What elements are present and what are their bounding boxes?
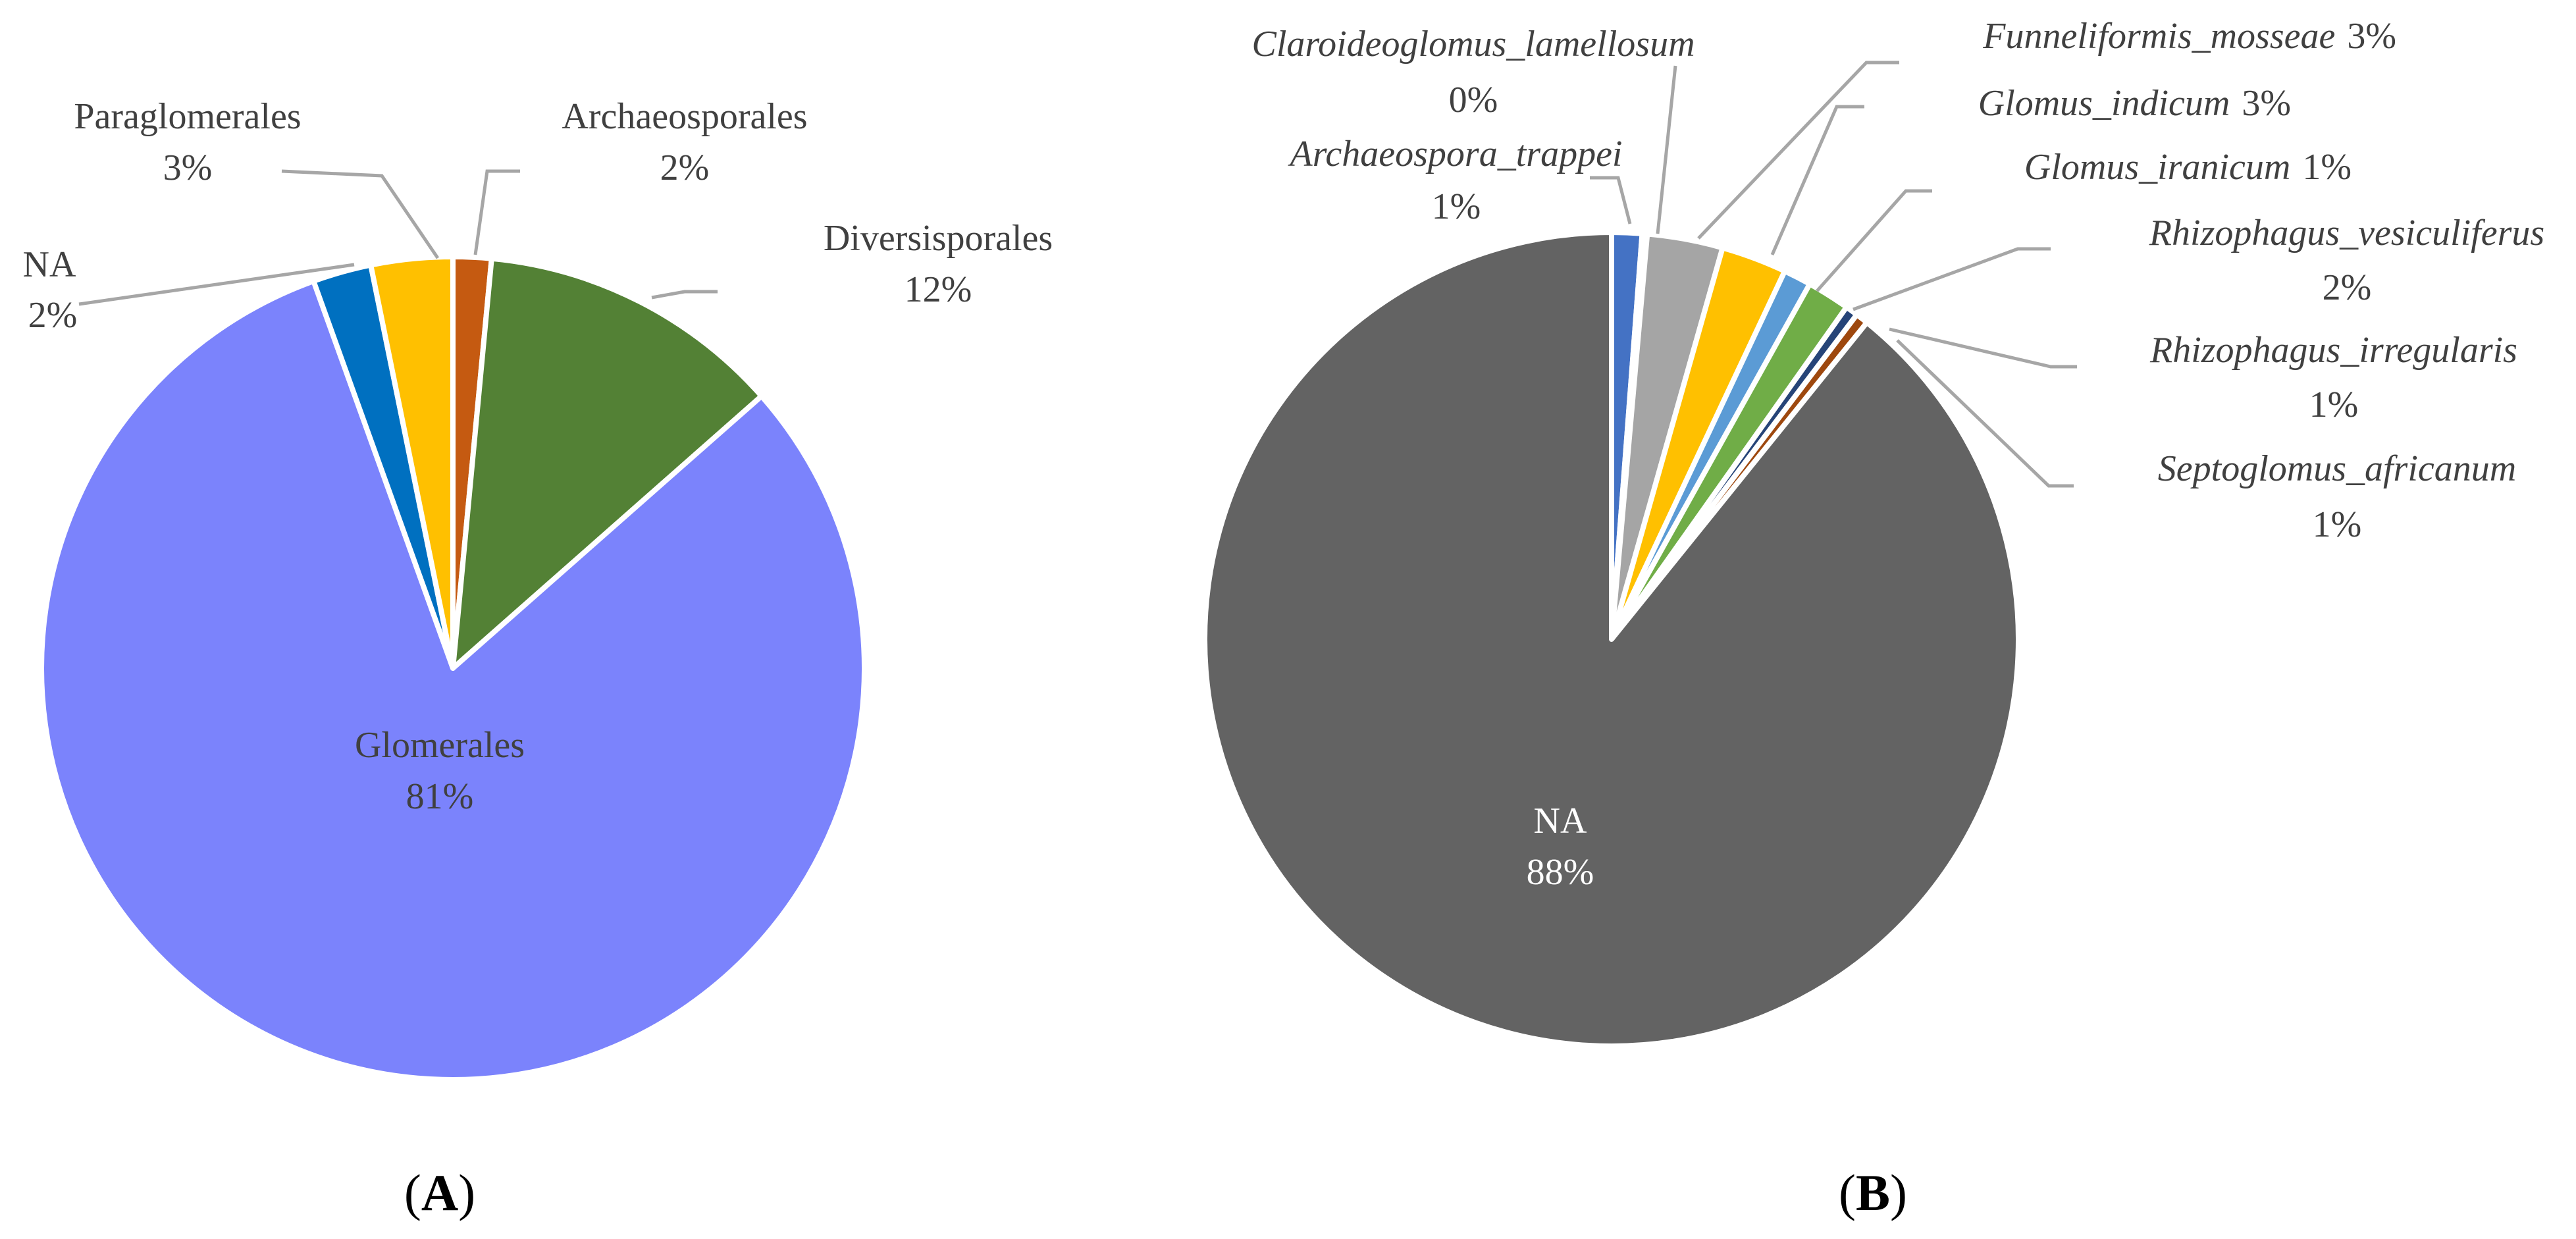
label-b-claroideoglomus-lamellosum-value: 0%	[1449, 80, 1498, 120]
pie-b-slice-na	[1201, 230, 2021, 1049]
label-a-glomerales-value: 81%	[406, 776, 474, 817]
leader-line-b-glomus-iranicum	[1816, 189, 1932, 292]
label-a-glomerales-name: Glomerales	[355, 725, 525, 766]
label-b-archaeospora-trappei-value: 1%	[1432, 186, 1481, 227]
label-b-glomus-iranicum-value: 1%	[2302, 147, 2352, 188]
leader-line-b-rhizophagus-vesiculiferus	[1853, 247, 2051, 311]
label-b-rhizophagus-irregularis-value: 1%	[2309, 384, 2359, 425]
panel-label-a: (A)	[404, 1164, 475, 1221]
pie-chart-b: Claroideoglomus_lamellosum 0% Archaeospo…	[1201, 16, 2544, 1221]
pie-a-slice-paraglomerales	[368, 254, 456, 671]
label-b-glomus-iranicum: Glomus_iranicum 1%	[2024, 147, 2352, 188]
leader-line-b-archaeospora-trappei	[1590, 176, 1632, 224]
pie-a-slice-glomerales	[39, 278, 867, 1082]
label-b-rhizophagus-vesiculiferus-name: Rhizophagus_vesiculiferus	[2149, 213, 2544, 253]
label-b-septoglomus-africanum-value: 1%	[2313, 504, 2362, 545]
label-b-funneliformis-mosseae-name: Funneliformis_mosseae	[1982, 16, 2335, 57]
panel-label-b-letter: B	[1856, 1164, 1890, 1221]
label-b-glomus-indicum: Glomus_indicum 3%	[1978, 83, 2291, 124]
label-b-rhizophagus-irregularis-name: Rhizophagus_irregularis	[2149, 330, 2517, 371]
label-b-septoglomus-africanum-name: Septoglomus_africanum	[2158, 448, 2516, 489]
label-a-na-value: 2%	[28, 295, 78, 336]
label-b-na-name: NA	[1534, 801, 1587, 841]
leader-line-a-na	[78, 263, 355, 306]
label-b-rhizophagus-vesiculiferus-value: 2%	[2323, 267, 2372, 308]
label-a-paraglomerales-value: 3%	[163, 147, 213, 188]
pie-b-slices	[1201, 230, 2021, 1049]
leader-line-b-glomus-indicum	[1770, 105, 1864, 255]
leader-line-a-diversisporales	[651, 290, 718, 300]
leader-line-b-claroideoglomus-lamellosum	[1656, 65, 1677, 234]
panel-label-a-letter: A	[421, 1164, 458, 1221]
pie-a-slices	[39, 253, 867, 1082]
label-a-diversisporales-name: Diversisporales	[824, 218, 1053, 259]
leader-line-b-septoglomus-africanum	[1896, 339, 2074, 488]
label-b-na-value: 88%	[1527, 852, 1594, 893]
label-b-archaeospora-trappei-name: Archaeospora_trappei	[1288, 134, 1623, 174]
label-a-diversisporales-value: 12%	[905, 269, 972, 310]
label-a-na-name: NA	[23, 244, 76, 285]
label-b-funneliformis-mosseae-value: 3%	[2347, 16, 2396, 57]
leader-line-b-rhizophagus-irregularis	[1889, 327, 2077, 369]
label-b-funneliformis-mosseae: Funneliformis_mosseae 3%	[1982, 16, 2396, 57]
label-a-archaeosporales-name: Archaeosporales	[562, 96, 807, 137]
pie-chart-a: Paraglomerales 3% Archaeosporales 2% NA …	[23, 96, 1053, 1221]
leader-line-b-funneliformis-mosseae	[1697, 61, 1899, 240]
label-b-glomus-iranicum-name: Glomus_iranicum	[2024, 147, 2290, 188]
label-b-glomus-indicum-value: 3%	[2242, 83, 2291, 124]
label-a-paraglomerales-name: Paraglomerales	[74, 96, 301, 137]
leader-line-a-paraglomerales	[281, 169, 440, 259]
label-a-archaeosporales-value: 2%	[660, 147, 710, 188]
panel-label-b: (B)	[1839, 1164, 1907, 1221]
label-b-claroideoglomus-lamellosum-name: Claroideoglomus_lamellosum	[1251, 24, 1695, 65]
pie-a-slice-diversisporales	[450, 255, 764, 671]
leader-line-a-archaeosporales	[473, 169, 520, 255]
label-b-glomus-indicum-name: Glomus_indicum	[1978, 83, 2230, 124]
